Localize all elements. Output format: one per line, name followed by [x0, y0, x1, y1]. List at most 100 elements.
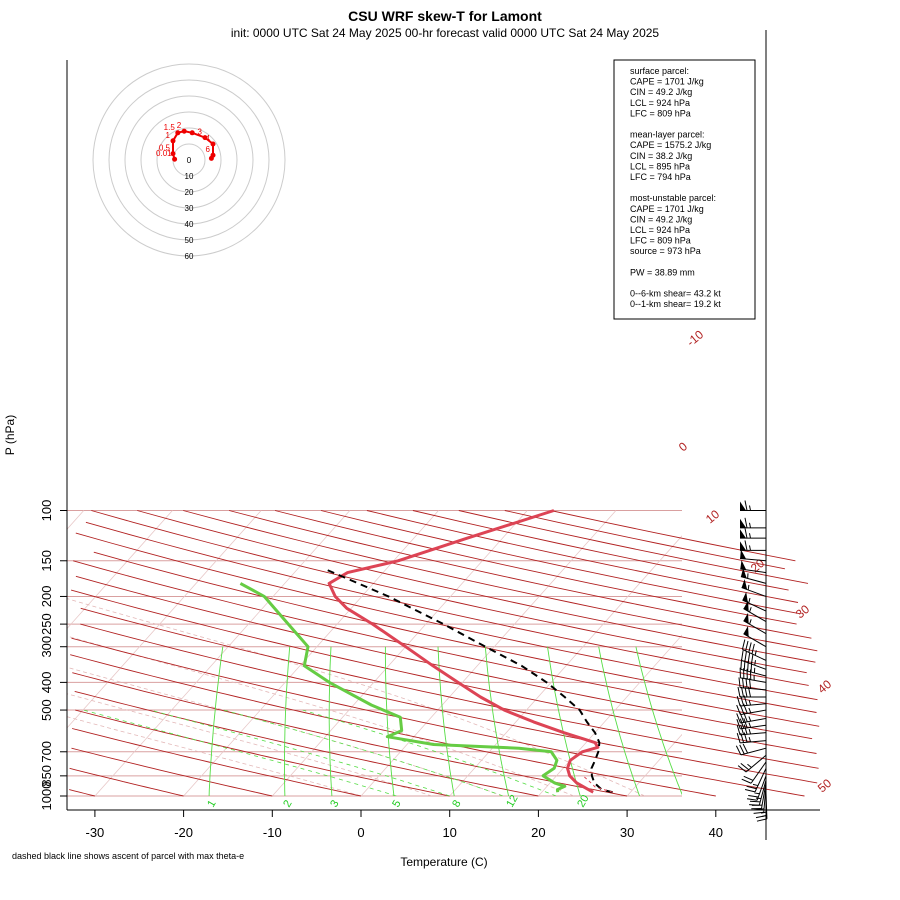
dry-adiabat-line	[73, 560, 820, 727]
wind-barb-half-flag	[749, 619, 752, 625]
skewt-grid	[67, 510, 820, 797]
wind-barb-flag	[736, 725, 741, 736]
chart-title: CSU WRF skew-T for Lamont	[348, 8, 542, 24]
wind-barb-flag	[746, 798, 758, 801]
hodograph-ring	[92, 63, 286, 257]
hodograph-ring	[156, 127, 222, 193]
wind-barb-staff	[740, 558, 767, 562]
dry-adiabat-line	[69, 767, 184, 797]
info-box-line: CAPE = 1701 J/kg	[630, 204, 704, 214]
wind-barb	[741, 579, 767, 597]
isotherm-line	[360, 510, 617, 796]
wind-barb	[744, 768, 767, 793]
hodograph: 10 20 30 40 50 60 0 0.010.5 11.5 2 34 6	[92, 63, 286, 261]
wind-barb-pennant	[740, 560, 747, 570]
hodograph-ring-label: 20	[185, 188, 194, 197]
wind-barb-flag	[744, 500, 748, 511]
wind-barb-flag	[741, 686, 744, 698]
wind-barb-staff	[740, 717, 767, 724]
wind-barb-half-flag	[748, 707, 752, 713]
hodograph-ring	[124, 95, 254, 225]
wind-barb	[740, 517, 766, 529]
wind-barb-staff	[754, 768, 767, 793]
wind-barb-staff	[740, 740, 767, 744]
wind-barb-staff	[745, 754, 767, 773]
moist-adiabat-line	[302, 709, 557, 796]
hodograph-point-label: 1.5	[164, 123, 176, 132]
info-box-line: LCL = 895 hPa	[630, 161, 690, 171]
wind-barb-flag	[739, 704, 745, 715]
info-box-line: LFC = 809 hPa	[630, 236, 691, 246]
moist-adiabat-line	[67, 598, 645, 796]
moist-adiabat-line	[67, 693, 433, 796]
wind-barb-half-flag	[748, 722, 752, 728]
wind-barb	[743, 625, 767, 648]
wind-barb	[743, 600, 767, 623]
mixing-ratio-line	[284, 646, 291, 796]
wind-barb-staff	[740, 724, 767, 730]
wind-barb-flag	[741, 778, 752, 784]
wind-barb-flag	[736, 704, 741, 715]
hodograph-point-label: 0.5	[159, 144, 171, 153]
wind-barb	[741, 639, 767, 661]
mixing-ratio-label: 8	[450, 798, 463, 809]
y-tick-label: 700	[39, 741, 54, 763]
x-ticks: -30 -20 -10 0 10 20 30 40	[86, 810, 723, 840]
wind-barb-flag	[740, 695, 745, 706]
mixing-ratio-labels: 1 2 3 5 8 12 20	[205, 793, 592, 810]
info-box-line: 0--6-km shear= 43.2 kt	[630, 289, 721, 299]
wind-barb	[743, 612, 767, 635]
wind-barb-half-flag	[747, 763, 752, 768]
info-box-line: LCL = 924 hPa	[630, 98, 690, 108]
wind-barb	[741, 650, 767, 670]
wind-barb-flag	[750, 661, 753, 673]
wind-barb-staff	[741, 659, 767, 670]
dry-adiabat-lines	[69, 510, 820, 797]
x-tick-label: -20	[174, 825, 193, 840]
wind-barb	[756, 792, 768, 822]
wind-barb-flag	[745, 678, 748, 689]
isobar-lines	[67, 510, 682, 797]
mixing-ratio-label: 12	[504, 793, 521, 810]
mixing-ratio-line	[437, 646, 455, 796]
hodograph-point	[170, 138, 176, 144]
mixing-ratio-label: 3	[328, 798, 341, 809]
mixing-ratio-label: 2	[281, 798, 294, 809]
wind-barb-flag	[738, 677, 741, 688]
wind-barb-staff	[740, 747, 767, 756]
dry-adiabat-label: 10	[703, 507, 722, 527]
wind-barb	[746, 775, 767, 801]
wind-barb-flag	[744, 528, 748, 539]
info-box-line: PW = 38.89 mm	[630, 267, 695, 277]
temperature-line	[327, 509, 600, 794]
moist-adiabat-line	[67, 716, 362, 796]
wind-barb-flag	[748, 794, 759, 798]
wind-barb-staff	[742, 648, 767, 661]
info-box-line: most-unstable parcel:	[630, 193, 716, 203]
wind-barb-flag	[743, 775, 754, 781]
dewpoint-line	[239, 582, 567, 793]
wind-barb-flag	[753, 808, 765, 811]
info-box-line: CAPE = 1701 J/kg	[630, 77, 704, 87]
moist-adiabat-line	[150, 709, 450, 796]
wind-barb-flag	[744, 686, 748, 698]
wind-barb-pennant	[740, 529, 746, 539]
wind-barb-flag	[743, 718, 748, 729]
mixing-ratio-label: 1	[205, 798, 218, 809]
wind-barb-staff	[758, 780, 767, 806]
wind-barb-pennant	[740, 568, 747, 579]
y-tick-label: 250	[39, 613, 54, 635]
info-box-line: surface parcel:	[630, 66, 689, 76]
wind-barb-half-flag	[748, 700, 752, 706]
x-tick-label: 10	[442, 825, 456, 840]
y-tick-label: 150	[39, 550, 54, 572]
wind-barb-staff	[760, 782, 767, 809]
mixing-ratio-label: 20	[575, 793, 592, 810]
wind-barb-pennant	[743, 600, 749, 612]
hodograph-point-label: 4	[206, 134, 211, 143]
hodograph-ring-label: 10	[185, 172, 194, 181]
hodograph-point	[172, 156, 178, 162]
dry-adiabat-line	[91, 510, 807, 674]
wind-barb-flag	[743, 659, 746, 671]
